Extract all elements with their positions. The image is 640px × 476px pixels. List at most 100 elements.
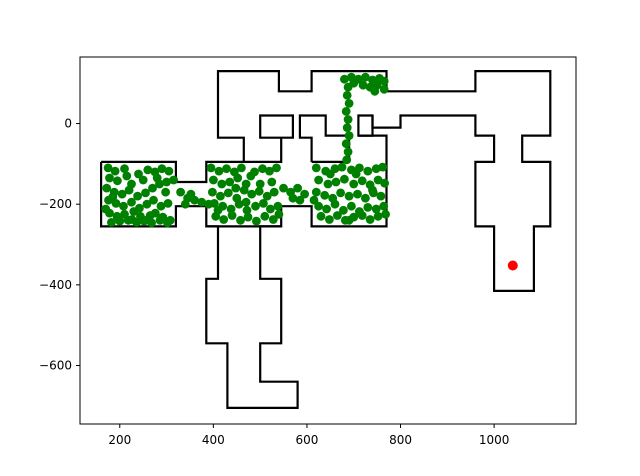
plot-area <box>79 56 577 425</box>
explored-point <box>331 177 341 187</box>
explored-point <box>124 185 134 195</box>
explored-point <box>113 176 122 186</box>
explored-point <box>209 199 219 208</box>
target-marker <box>507 260 518 271</box>
x-tick-label: 1000 <box>479 433 510 447</box>
explored-point <box>373 211 383 221</box>
explored-point <box>322 204 331 214</box>
explored-point <box>163 199 173 208</box>
explored-point <box>361 72 370 82</box>
explored-point <box>337 162 347 172</box>
explored-point <box>349 78 359 88</box>
explored-point <box>325 215 334 224</box>
explored-point <box>148 183 157 193</box>
explored-point <box>357 176 367 186</box>
explored-point <box>156 201 166 211</box>
explored-point <box>342 123 352 132</box>
explored-point <box>161 187 171 197</box>
explored-point <box>122 171 132 181</box>
explored-point <box>344 99 354 108</box>
explored-point <box>108 192 118 202</box>
explored-point <box>197 197 207 207</box>
explored-point <box>344 131 354 141</box>
explored-point <box>107 218 116 227</box>
explored-point <box>340 174 349 184</box>
explored-point <box>219 215 229 224</box>
explored-point <box>316 211 326 221</box>
explored-point <box>214 166 224 176</box>
explored-point <box>141 188 150 198</box>
explored-point <box>333 211 342 220</box>
explored-point <box>138 175 148 185</box>
explored-point <box>252 216 261 226</box>
explored-point <box>254 186 264 196</box>
explored-point <box>323 179 333 189</box>
explored-point <box>149 195 158 205</box>
explored-point <box>309 195 319 205</box>
explored-point <box>111 199 121 208</box>
explored-point <box>274 209 284 219</box>
explored-point <box>365 215 375 224</box>
explored-point <box>251 201 260 211</box>
explored-point <box>157 164 167 174</box>
explored-points <box>101 72 390 228</box>
explored-point <box>373 175 383 185</box>
explored-point <box>353 189 362 199</box>
explored-point <box>381 209 390 219</box>
explored-point <box>340 74 349 84</box>
wall-segment-1 <box>205 225 299 409</box>
explored-point <box>347 201 356 211</box>
explored-point <box>272 163 281 173</box>
y-tick-label: −600 <box>39 359 72 373</box>
explored-point <box>208 187 217 197</box>
explored-point <box>378 162 388 172</box>
explored-point <box>233 173 243 183</box>
explored-point <box>222 164 231 174</box>
y-tick-label: −400 <box>39 278 72 292</box>
explored-point <box>361 193 370 203</box>
explored-point <box>295 195 305 205</box>
explored-point <box>227 211 237 220</box>
explored-point <box>311 187 321 197</box>
explored-point <box>155 215 165 225</box>
explored-point <box>293 183 302 193</box>
explored-point <box>216 191 225 201</box>
explored-point <box>258 164 267 174</box>
explored-point <box>176 187 186 197</box>
explored-point <box>376 191 386 201</box>
explored-point <box>246 171 256 181</box>
explored-point <box>110 166 120 176</box>
explored-point <box>180 199 190 209</box>
explored-point <box>163 218 172 228</box>
explored-point <box>226 204 236 214</box>
explored-point <box>265 166 274 176</box>
explored-point <box>262 191 272 201</box>
explored-point <box>145 211 155 220</box>
explored-point <box>209 175 218 185</box>
explored-point <box>239 185 249 195</box>
explored-point <box>231 183 241 193</box>
explored-point <box>314 175 323 185</box>
explored-point <box>259 199 268 208</box>
explored-point <box>267 177 277 187</box>
explored-point <box>255 179 265 189</box>
explored-point <box>357 211 367 220</box>
explored-point <box>358 80 368 90</box>
explored-point <box>343 147 353 157</box>
y-tick-label: −200 <box>39 197 72 211</box>
explored-point <box>236 215 245 225</box>
explored-point <box>102 183 112 193</box>
explored-point <box>206 163 216 173</box>
explored-point <box>241 197 251 207</box>
explored-point <box>379 84 389 94</box>
explored-point <box>269 187 279 197</box>
explored-point <box>223 188 233 198</box>
explored-point <box>279 183 288 193</box>
explored-point <box>103 163 113 173</box>
axes-background <box>80 57 576 424</box>
explored-point <box>119 201 128 211</box>
explored-point <box>242 205 252 215</box>
explored-point <box>268 215 278 224</box>
explored-point <box>349 179 359 189</box>
